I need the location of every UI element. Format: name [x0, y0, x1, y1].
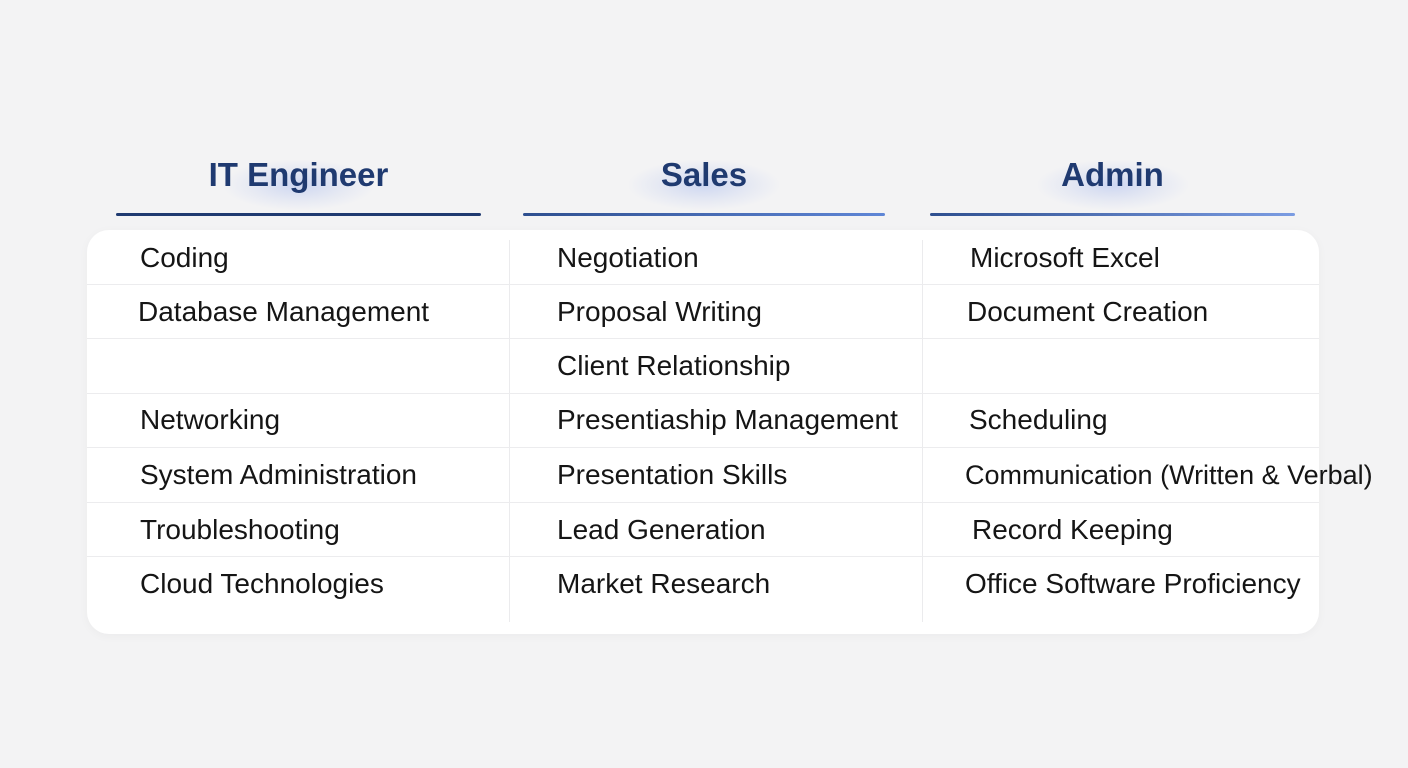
it-skill-cell: System Administration	[140, 459, 417, 490]
sales-skill-cell: Negotiation	[557, 242, 699, 273]
sales-skill-cell: Client Relationship	[557, 350, 791, 381]
column-title: Sales	[660, 156, 748, 193]
admin-skill-cell: Document Creation	[967, 296, 1209, 327]
row-divider	[87, 556, 1319, 557]
it-skill-cell: Networking	[140, 404, 281, 435]
admin-skill-cell: Microsoft Excel	[970, 242, 1160, 273]
row-divider	[87, 284, 1319, 285]
it-skill-cell: Coding	[140, 242, 229, 273]
admin-skill-cell: Scheduling	[969, 404, 1108, 435]
column-header-sales: Sales	[523, 150, 885, 216]
row-divider	[87, 393, 1319, 394]
header-underline	[523, 213, 885, 216]
sales-skill-cell: Proposal Writing	[557, 296, 762, 327]
sales-skill-cell: Presentiaship Management	[557, 404, 898, 435]
admin-skill-cell: Record Keeping	[972, 514, 1173, 545]
column-divider	[509, 240, 510, 622]
it-skill-cell: Troubleshooting	[140, 514, 340, 545]
header-underline	[116, 213, 481, 216]
sales-skill-cell: Market Research	[557, 568, 771, 599]
admin-skill-cell: Office Software Proficiency	[965, 568, 1301, 599]
it-skill-cell: Cloud Technologies	[140, 568, 384, 599]
sales-skill-cell: Lead Generation	[557, 514, 766, 545]
admin-skill-cell: Communication (Written & Verbal)	[965, 460, 1373, 490]
row-divider	[87, 447, 1319, 448]
column-divider	[922, 240, 923, 622]
row-divider	[87, 338, 1319, 339]
it-skill-cell: Database Management	[138, 296, 430, 327]
skills-table: Coding Database Management Networking Sy…	[87, 230, 1373, 634]
column-title: Admin	[1061, 156, 1164, 193]
column-header-admin: Admin	[930, 150, 1295, 216]
sales-skill-cell: Presentation Skills	[557, 459, 788, 490]
header-underline	[930, 213, 1295, 216]
column-header-it-engineer: IT Engineer	[116, 150, 481, 216]
row-divider	[87, 502, 1319, 503]
column-title: IT Engineer	[208, 156, 389, 193]
